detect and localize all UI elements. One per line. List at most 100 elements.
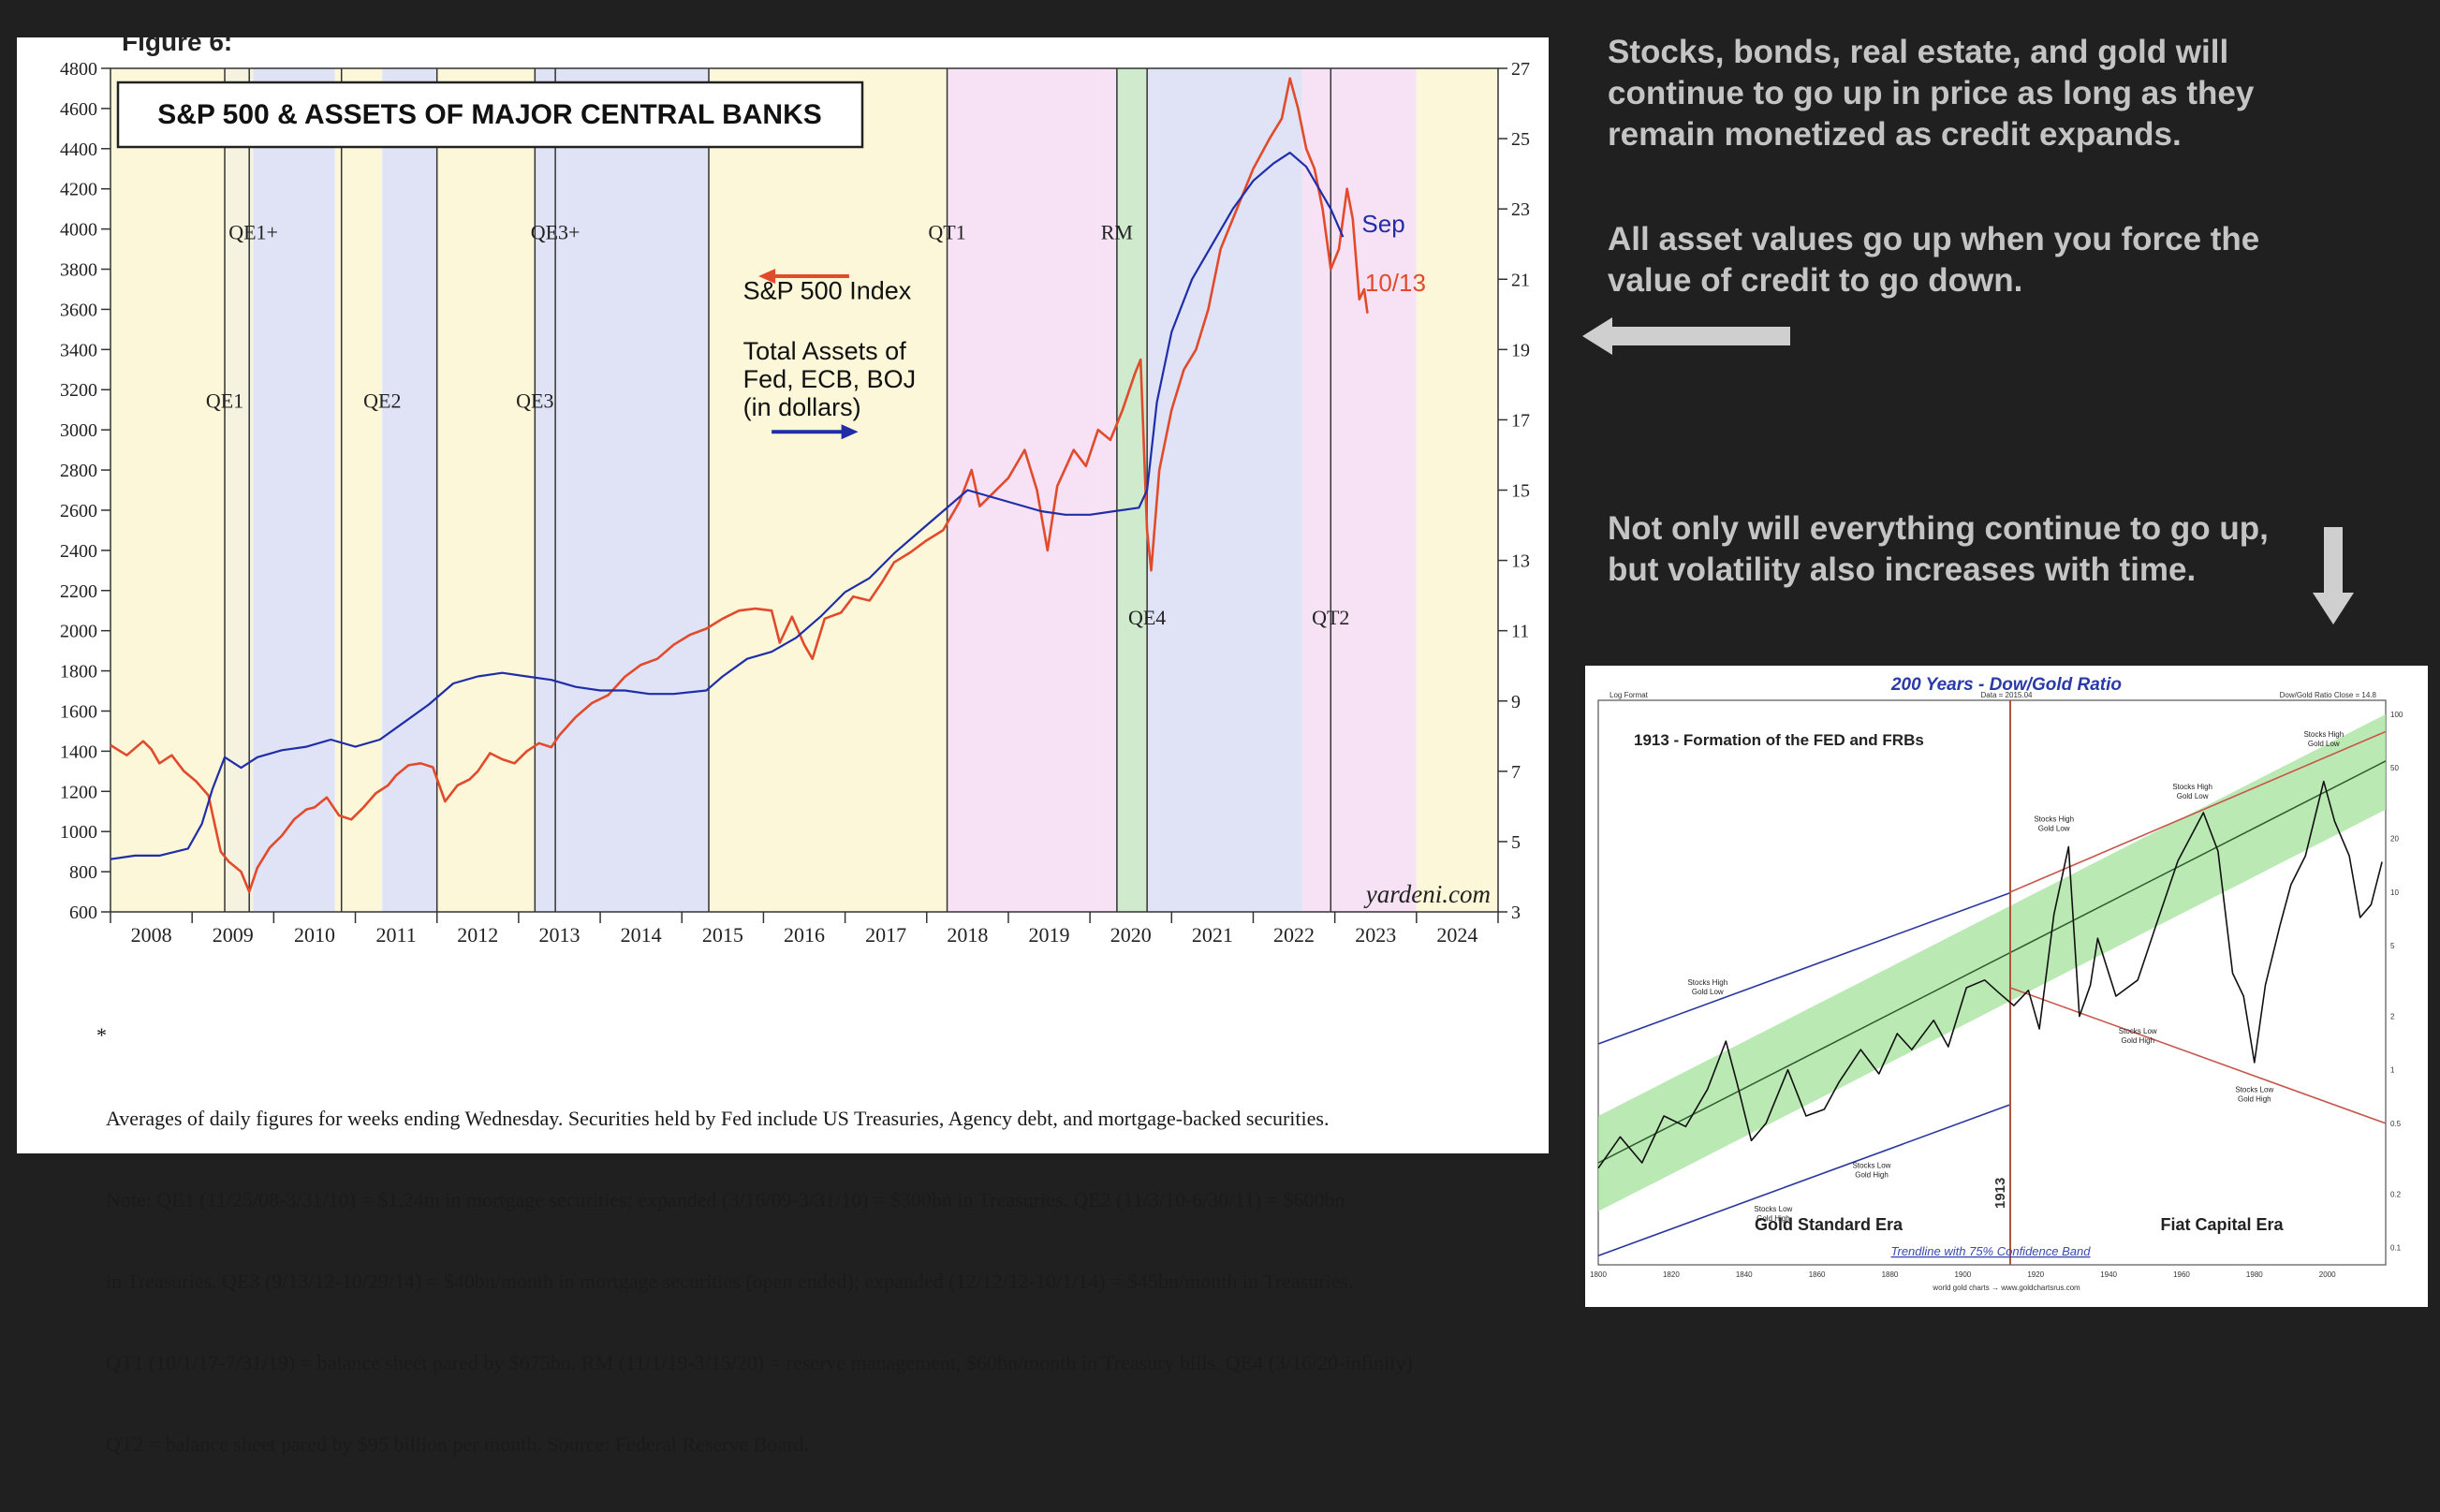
y-left-tick-label: 1200 bbox=[60, 782, 97, 802]
shaded-period bbox=[555, 68, 710, 912]
y-left-tick-label: 1600 bbox=[60, 701, 97, 722]
y-tick-label: 10 bbox=[2390, 888, 2399, 897]
sp500-line bbox=[110, 77, 1369, 893]
stock-gold-annotation: Stocks High bbox=[1687, 978, 1727, 987]
stock-gold-annotation: Stocks Low bbox=[2235, 1085, 2273, 1094]
legend-sp500-label: S&P 500 Index bbox=[743, 277, 912, 305]
x-tick-label: 2023 bbox=[1355, 923, 1396, 947]
shaded-period bbox=[253, 68, 335, 912]
side-text-line: Not only will everything continue to go … bbox=[1608, 510, 2269, 547]
footnote-line: in Treasuries. QE3 (9/13/12-10/29/14) = … bbox=[106, 1270, 1354, 1293]
y-right-tick-label: 13 bbox=[1511, 551, 1530, 572]
figure-header: Figure 6: bbox=[122, 37, 232, 56]
legend-assets-label: (in dollars) bbox=[743, 393, 861, 421]
y-right-tick-label: 27 bbox=[1511, 59, 1530, 80]
x-tick-label: 1900 bbox=[1954, 1270, 1971, 1279]
x-tick-label: 2015 bbox=[702, 923, 743, 947]
legend-assets-label: Total Assets of bbox=[743, 337, 907, 365]
y-left-tick-label: 3800 bbox=[60, 260, 97, 281]
y-tick-label: 2 bbox=[2390, 1013, 2395, 1021]
stock-gold-annotation: Stocks Low bbox=[2119, 1027, 2157, 1035]
stock-gold-annotation: Gold Low bbox=[1692, 988, 1724, 996]
period-label: QE3+ bbox=[531, 220, 581, 243]
y-left-tick-label: 1400 bbox=[60, 741, 97, 762]
side-paragraph-1: Stocks, bonds, real estate, and gold wil… bbox=[1608, 32, 2403, 155]
x-tick-label: 1860 bbox=[1809, 1270, 1826, 1279]
channel-upper-red bbox=[2009, 730, 2387, 893]
shaded-period bbox=[535, 68, 556, 912]
central-bank-assets-line bbox=[110, 152, 1345, 860]
x-tick-label: 2010 bbox=[294, 923, 335, 947]
y-right-tick-label: 11 bbox=[1511, 622, 1529, 642]
x-tick-label: 2018 bbox=[947, 923, 988, 947]
x-tick-label: 2011 bbox=[376, 923, 417, 947]
shaded-period bbox=[1096, 68, 1117, 912]
y-right-tick-label: 7 bbox=[1511, 762, 1521, 783]
left-arrow-icon bbox=[1582, 317, 1790, 355]
stock-gold-annotation: Gold High bbox=[1855, 1171, 1889, 1180]
period-label: QE3 bbox=[516, 389, 553, 413]
assets-end-label: Sep bbox=[1361, 210, 1404, 238]
ratio-close-note: Dow/Gold Ratio Close = 14.8 bbox=[2280, 691, 2377, 699]
stock-gold-annotation: Gold High bbox=[1757, 1214, 1790, 1223]
channel-lower-blue bbox=[1597, 1104, 2011, 1257]
y-left-tick-label: 4600 bbox=[60, 99, 97, 120]
side-text-line: value of credit to go down. bbox=[1608, 262, 2023, 299]
data-date-note: Data = 2015.04 bbox=[1981, 691, 2033, 699]
x-tick-label: 2016 bbox=[784, 923, 825, 947]
x-tick-label: 2014 bbox=[621, 923, 662, 947]
stock-gold-annotation: Stocks High bbox=[2034, 815, 2074, 823]
shaded-period bbox=[382, 68, 437, 912]
sp500-end-label: 10/13 bbox=[1365, 269, 1426, 297]
trendline-caption: Trendline with 75% Confidence Band bbox=[1891, 1244, 2092, 1258]
y-tick-label: 0.5 bbox=[2390, 1120, 2402, 1128]
channel-upper-blue bbox=[1597, 891, 2011, 1045]
left-chart-panel: Figure 6: S&P 500 & ASSETS OF MAJOR CENTR… bbox=[17, 37, 1549, 1456]
y-right-tick-label: 17 bbox=[1511, 410, 1530, 431]
y-right-tick-label: 21 bbox=[1511, 270, 1530, 290]
source-caption: world gold charts → www.goldchartsrus.co… bbox=[1932, 1284, 2080, 1292]
chart-title: S&P 500 & ASSETS OF MAJOR CENTRAL BANKS bbox=[157, 99, 822, 130]
stock-gold-annotation: Gold Low bbox=[2308, 740, 2340, 748]
side-text-line: remain monetized as credit expands. bbox=[1608, 116, 2182, 153]
period-label: QE2 bbox=[363, 389, 401, 413]
period-label: QE4 bbox=[1128, 606, 1166, 629]
x-tick-label: 2022 bbox=[1273, 923, 1315, 947]
log-format-note: Log Format bbox=[1610, 691, 1649, 699]
y-left-tick-label: 1800 bbox=[60, 662, 97, 683]
y-right-tick-label: 19 bbox=[1511, 340, 1530, 360]
dow-gold-chart-panel: 1913 200 Years - Dow/Gold Ratio Log Format… bbox=[1585, 666, 2428, 1307]
shaded-period bbox=[709, 68, 948, 912]
stock-gold-annotation: Stocks Low bbox=[1853, 1162, 1891, 1170]
x-tick-label: 1800 bbox=[1590, 1270, 1607, 1279]
shaded-period bbox=[110, 68, 227, 912]
period-label: QE1 bbox=[206, 389, 243, 413]
legend-assets-label: Fed, ECB, BOJ bbox=[743, 365, 917, 393]
side-text-line: All asset values go up when you force th… bbox=[1608, 221, 2260, 257]
y-left-tick-label: 4800 bbox=[60, 59, 97, 80]
side-text-line: but volatility also increases with time. bbox=[1608, 551, 2197, 588]
y-left-tick-label: 2800 bbox=[60, 461, 97, 481]
x-tick-label: 2009 bbox=[213, 923, 254, 947]
sp500-central-bank-chart: Figure 6: S&P 500 & ASSETS OF MAJOR CENTR… bbox=[60, 37, 1530, 947]
y-tick-label: 100 bbox=[2390, 711, 2403, 719]
y-tick-label: 0.2 bbox=[2390, 1190, 2402, 1198]
y-left-tick-label: 4000 bbox=[60, 220, 97, 241]
side-text-line: Stocks, bonds, real estate, and gold wil… bbox=[1608, 34, 2229, 70]
x-tick-label: 2008 bbox=[131, 923, 172, 947]
stock-gold-annotation: Stocks Low bbox=[1754, 1205, 1792, 1213]
legend-sp500-arrowhead bbox=[758, 268, 776, 284]
dow-gold-ratio-line bbox=[1597, 780, 2383, 1169]
y-left-tick-label: 3200 bbox=[60, 380, 97, 401]
y-tick-label: 5 bbox=[2390, 942, 2395, 950]
y-right-tick-label: 3 bbox=[1511, 903, 1521, 923]
x-tick-label: 2024 bbox=[1436, 923, 1477, 947]
stock-gold-annotation: Gold Low bbox=[2177, 792, 2209, 800]
yardeni-watermark: yardeni.com bbox=[1363, 880, 1491, 908]
legend-assets-arrowhead bbox=[841, 424, 859, 440]
y-right-tick-label: 15 bbox=[1511, 481, 1530, 502]
side-paragraph-3: Not only will everything continue to go … bbox=[1608, 508, 2403, 591]
x-tick-label: 1960 bbox=[2173, 1270, 2190, 1279]
y-left-tick-label: 2400 bbox=[60, 541, 97, 562]
y-left-tick-label: 2600 bbox=[60, 501, 97, 521]
